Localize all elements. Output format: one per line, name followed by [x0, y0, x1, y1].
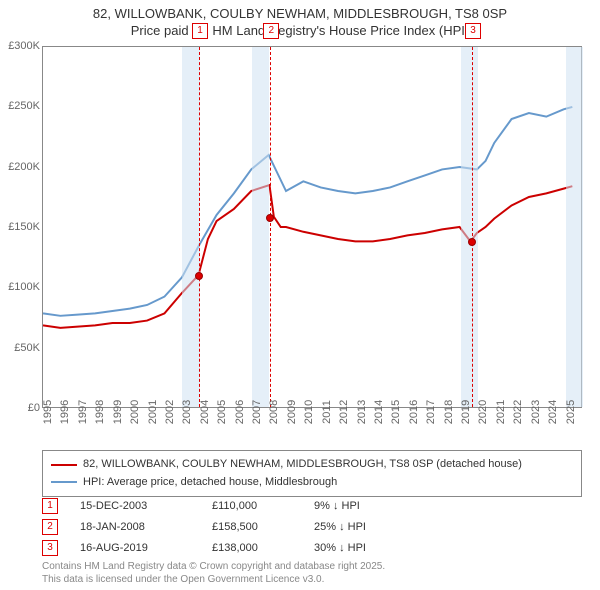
x-tick-label: 2006 [234, 400, 246, 424]
event-diff: 25% ↓ HPI [314, 517, 404, 538]
x-tick-label: 2024 [547, 400, 559, 424]
x-tick-label: 2014 [373, 400, 385, 424]
y-tick-label: £100K [8, 281, 40, 293]
event-diff: 30% ↓ HPI [314, 538, 404, 559]
x-tick-label: 2017 [425, 400, 437, 424]
event-dot [468, 238, 476, 246]
x-tick-label: 2004 [199, 400, 211, 424]
x-tick-label: 2025 [565, 400, 577, 424]
event-badge: 1 [42, 498, 58, 514]
legend-item-property: 82, WILLOWBANK, COULBY NEWHAM, MIDDLESBR… [51, 456, 573, 474]
x-tick-label: 1996 [59, 400, 71, 424]
x-tick-label: 2007 [251, 400, 263, 424]
legend-swatch [51, 481, 77, 483]
chart-container: 82, WILLOWBANK, COULBY NEWHAM, MIDDLESBR… [0, 0, 600, 590]
event-diff: 9% ↓ HPI [314, 496, 404, 517]
event-line: 2 [270, 47, 271, 407]
event-price: £158,500 [212, 517, 292, 538]
x-tick-label: 2023 [530, 400, 542, 424]
legend-label: 82, WILLOWBANK, COULBY NEWHAM, MIDDLESBR… [83, 456, 522, 474]
series-property [43, 185, 572, 328]
y-tick-label: £200K [8, 161, 40, 173]
x-tick-label: 2011 [321, 400, 333, 424]
event-row: 1 15-DEC-2003 £110,000 9% ↓ HPI [42, 496, 582, 517]
series-svg [43, 47, 581, 407]
x-tick-label: 2015 [390, 400, 402, 424]
highlight-band [566, 47, 583, 407]
y-tick-label: £300K [8, 40, 40, 52]
event-table: 1 15-DEC-2003 £110,000 9% ↓ HPI 2 18-JAN-2008… [42, 496, 582, 559]
event-dot [195, 272, 203, 280]
event-badge: 2 [42, 519, 58, 535]
plot-area: 123 [42, 46, 582, 408]
x-tick-label: 2021 [495, 400, 507, 424]
event-line: 3 [472, 47, 473, 407]
series-hpi [43, 107, 572, 316]
legend-label: HPI: Average price, detached house, Midd… [83, 474, 337, 492]
x-tick-label: 2010 [303, 400, 315, 424]
x-tick-label: 2018 [443, 400, 455, 424]
x-tick-label: 2000 [129, 400, 141, 424]
legend-swatch [51, 464, 77, 466]
event-row: 2 18-JAN-2008 £158,500 25% ↓ HPI [42, 517, 582, 538]
event-price: £138,000 [212, 538, 292, 559]
chart-title-block: 82, WILLOWBANK, COULBY NEWHAM, MIDDLESBR… [0, 0, 600, 40]
x-tick-label: 1995 [42, 400, 54, 424]
event-marker-label: 1 [192, 23, 208, 39]
footnote-line2: This data is licensed under the Open Gov… [42, 573, 385, 586]
x-tick-label: 2005 [216, 400, 228, 424]
event-marker-label: 3 [465, 23, 481, 39]
footnote: Contains HM Land Registry data © Crown c… [42, 560, 385, 586]
x-tick-label: 2001 [147, 400, 159, 424]
x-tick-label: 2008 [268, 400, 280, 424]
y-tick-label: £0 [28, 402, 40, 414]
highlight-band [182, 47, 199, 407]
y-tick-label: £150K [8, 221, 40, 233]
event-price: £110,000 [212, 496, 292, 517]
event-date: 18-JAN-2008 [80, 517, 190, 538]
legend-item-hpi: HPI: Average price, detached house, Midd… [51, 474, 573, 492]
footnote-line1: Contains HM Land Registry data © Crown c… [42, 560, 385, 573]
x-tick-label: 2022 [512, 400, 524, 424]
x-tick-label: 1998 [94, 400, 106, 424]
event-dot [266, 214, 274, 222]
x-tick-label: 2003 [181, 400, 193, 424]
x-tick-label: 1999 [112, 400, 124, 424]
y-tick-label: £250K [8, 100, 40, 112]
x-tick-label: 2020 [477, 400, 489, 424]
event-date: 15-DEC-2003 [80, 496, 190, 517]
title-address: 82, WILLOWBANK, COULBY NEWHAM, MIDDLESBR… [0, 6, 600, 23]
x-tick-label: 2012 [338, 400, 350, 424]
x-tick-label: 2009 [286, 400, 298, 424]
x-tick-label: 2013 [356, 400, 368, 424]
event-marker-label: 2 [263, 23, 279, 39]
x-tick-label: 2002 [164, 400, 176, 424]
x-tick-label: 1997 [77, 400, 89, 424]
x-tick-label: 2019 [460, 400, 472, 424]
legend: 82, WILLOWBANK, COULBY NEWHAM, MIDDLESBR… [42, 450, 582, 497]
event-row: 3 16-AUG-2019 £138,000 30% ↓ HPI [42, 538, 582, 559]
highlight-band [252, 47, 269, 407]
event-line: 1 [199, 47, 200, 407]
highlight-band [461, 47, 478, 407]
event-badge: 3 [42, 540, 58, 556]
x-tick-label: 2016 [408, 400, 420, 424]
y-tick-label: £50K [14, 342, 40, 354]
title-subtitle: Price paid vs. HM Land Registry's House … [0, 23, 600, 40]
event-date: 16-AUG-2019 [80, 538, 190, 559]
